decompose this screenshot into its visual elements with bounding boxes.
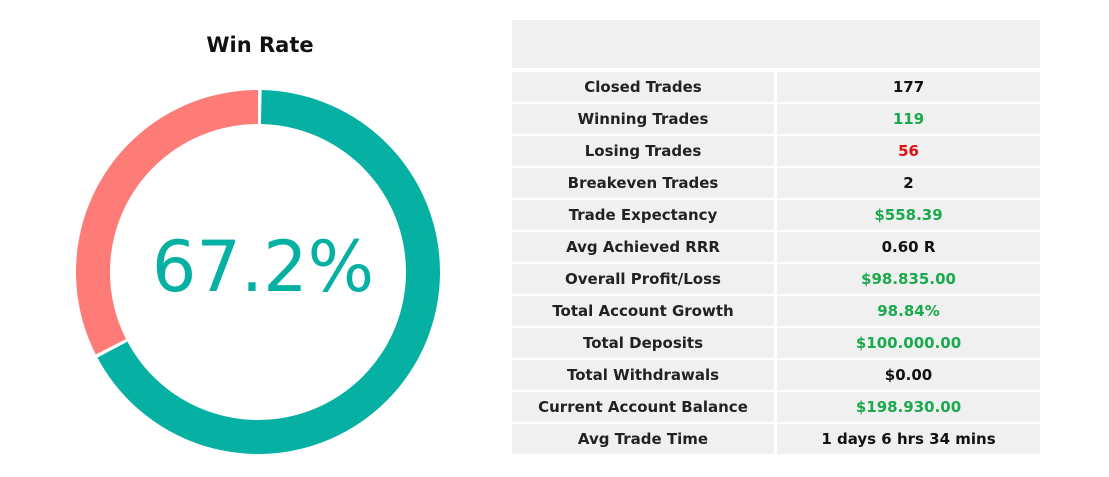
row-value: 56 <box>777 136 1040 166</box>
row-label: Breakeven Trades <box>512 168 774 198</box>
donut-segment <box>75 90 258 355</box>
row-label: Avg Achieved RRR <box>512 232 774 262</box>
row-label: Total Account Growth <box>512 296 774 326</box>
row-label: Total Withdrawals <box>512 360 774 390</box>
row-label: Trade Expectancy <box>512 200 774 230</box>
stats-table: Closed Trades 177 Winning Trades 119 Losing … <box>512 20 1040 456</box>
table-row: Trade Expectancy $558.39 <box>512 200 1040 230</box>
table-row: Avg Achieved RRR 0.60 R <box>512 232 1040 262</box>
row-value: $98.835.00 <box>777 264 1040 294</box>
table-row: Total Deposits $100.000.00 <box>512 328 1040 358</box>
row-value: 98.84% <box>777 296 1040 326</box>
row-label: Closed Trades <box>512 72 774 102</box>
table-row: Total Account Growth 98.84% <box>512 296 1040 326</box>
row-label: Overall Profit/Loss <box>512 264 774 294</box>
row-label: Winning Trades <box>512 104 774 134</box>
table-header <box>512 20 1040 68</box>
row-value: $198.930.00 <box>777 392 1040 422</box>
row-value: $100.000.00 <box>777 328 1040 358</box>
row-label: Losing Trades <box>512 136 774 166</box>
table-row: Winning Trades 119 <box>512 104 1040 134</box>
table-row: Total Withdrawals $0.00 <box>512 360 1040 390</box>
row-label: Total Deposits <box>512 328 774 358</box>
row-value: 0.60 R <box>777 232 1040 262</box>
table-row: Avg Trade Time 1 days 6 hrs 34 mins <box>512 424 1040 454</box>
row-value: 2 <box>777 168 1040 198</box>
chart: Win Rate 67.2% <box>75 33 440 454</box>
row-value: 177 <box>777 72 1040 102</box>
row-value: 1 days 6 hrs 34 mins <box>777 424 1040 454</box>
table-row: Overall Profit/Loss $98.835.00 <box>512 264 1040 294</box>
row-label: Avg Trade Time <box>512 424 774 454</box>
row-label: Current Account Balance <box>512 392 774 422</box>
table-row: Breakeven Trades 2 <box>512 168 1040 198</box>
table-row: Current Account Balance $198.930.00 <box>512 392 1040 422</box>
chart-title: Win Rate <box>206 33 313 57</box>
center-label: 67.2% <box>152 226 374 308</box>
row-value: $0.00 <box>777 360 1040 390</box>
row-value: 119 <box>777 104 1040 134</box>
row-value: $558.39 <box>777 200 1040 230</box>
table-row: Closed Trades 177 <box>512 72 1040 102</box>
table-row: Losing Trades 56 <box>512 136 1040 166</box>
